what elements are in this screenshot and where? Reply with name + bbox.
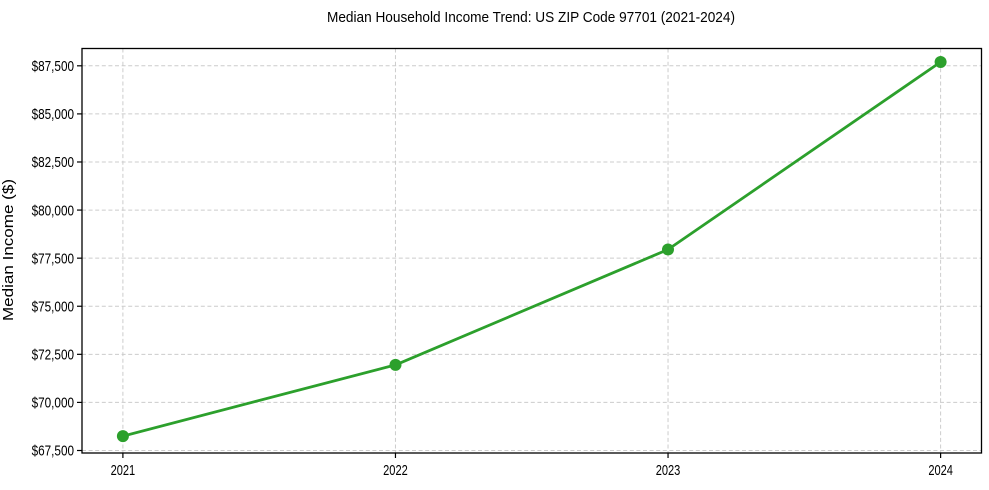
y-axis-tick-label: $80,000 xyxy=(32,202,74,219)
data-point-2022 xyxy=(389,358,402,371)
y-axis-tick-label: $75,000 xyxy=(32,298,74,315)
tick-labels: $67,500 $70,000 $72,500 $75,000 $77,500 $80,0… xyxy=(32,58,953,479)
y-axis-tick-label: $67,500 xyxy=(32,443,74,460)
y-axis-tick-label: $72,500 xyxy=(32,347,74,364)
x-axis-tick-label: 2022 xyxy=(383,462,408,479)
x-axis-tick-label: 2024 xyxy=(928,462,953,479)
y-axis-tick-label: $77,500 xyxy=(32,250,74,267)
plot-border xyxy=(81,47,983,454)
data-point-2023 xyxy=(662,243,674,256)
y-axis-tick-label: $82,500 xyxy=(32,154,74,171)
trend-line xyxy=(121,60,942,438)
chart-title: Median Household Income Trend: US ZIP Co… xyxy=(327,9,735,26)
y-axis-tick-label: $87,500 xyxy=(32,58,74,75)
data-point-2021 xyxy=(116,430,129,443)
gridlines xyxy=(82,48,982,453)
line-series xyxy=(116,56,947,443)
x-axis-tick-label: 2023 xyxy=(656,462,681,479)
x-axis-tick-label: 2021 xyxy=(111,462,136,479)
axes xyxy=(77,47,983,458)
y-axis-tick-label: $85,000 xyxy=(32,106,74,123)
y-axis-label: Median Income ($) xyxy=(0,179,17,321)
data-point-2024 xyxy=(934,56,947,68)
y-axis-tick-label: $70,000 xyxy=(32,395,74,412)
